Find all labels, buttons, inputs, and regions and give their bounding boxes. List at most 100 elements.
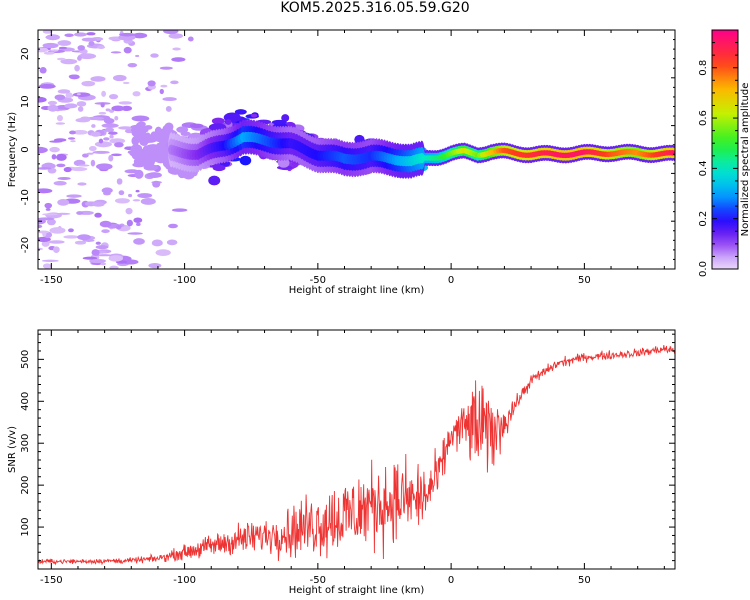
noise-cell — [110, 51, 122, 54]
plot-frame — [37, 29, 676, 270]
noise-cell — [38, 146, 48, 154]
noise-cell — [76, 93, 81, 96]
noise-cell — [133, 127, 149, 134]
noise-cell — [42, 263, 52, 269]
noise-cell — [132, 199, 141, 202]
noise-cell — [125, 207, 133, 215]
noise-cell — [118, 126, 133, 130]
noise-cell — [155, 249, 171, 256]
colorbar — [712, 30, 738, 269]
noise-cell — [101, 229, 110, 234]
x-tick-label: 0 — [448, 575, 454, 586]
noise-cell — [55, 212, 71, 215]
noise-cell — [86, 32, 96, 36]
noise-cell — [97, 45, 106, 49]
noise-cell — [77, 182, 87, 186]
noise-cell — [60, 58, 78, 65]
noise-cell — [189, 123, 204, 129]
noise-cell — [127, 62, 138, 68]
noise-cell — [150, 154, 161, 159]
noise-cell — [91, 124, 96, 128]
noise-cell — [143, 160, 154, 169]
noise-cell — [94, 212, 102, 218]
noise-cell — [234, 109, 247, 115]
noise-cell — [38, 167, 52, 170]
noise-cell — [53, 246, 60, 254]
noise-cell — [76, 101, 87, 107]
x-tick-label: -100 — [173, 275, 196, 286]
noise-cell — [103, 118, 115, 124]
noise-cell — [158, 129, 171, 138]
x-axis-label: Height of straight line (km) — [289, 585, 425, 596]
noise-cell — [133, 238, 145, 245]
noise-cell — [114, 142, 124, 148]
noise-cell — [127, 232, 143, 235]
noise-cell — [95, 241, 101, 245]
noise-cell — [66, 194, 82, 198]
noise-cell — [250, 113, 258, 118]
noise-cell — [159, 66, 173, 70]
noise-cell — [108, 93, 119, 100]
noise-cell — [239, 155, 252, 166]
noise-cell — [74, 240, 87, 245]
noise-cell — [137, 123, 146, 129]
noise-cell — [88, 41, 95, 46]
noise-cell — [211, 117, 225, 125]
noise-cell — [271, 119, 287, 125]
noise-cell — [77, 45, 86, 51]
noise-cell — [104, 127, 115, 132]
noise-cell — [118, 190, 125, 196]
noise-cell — [105, 108, 111, 112]
noise-cell — [92, 150, 110, 154]
noise-cell — [55, 122, 66, 125]
noise-cell — [135, 54, 140, 57]
y-tick-label: 500 — [20, 350, 31, 369]
colorbar-tick-label: 0.4 — [698, 160, 709, 176]
noise-cell — [49, 146, 60, 153]
noise-cell — [73, 92, 91, 97]
colorbar-label: Normalized spectral amplitude — [740, 83, 750, 237]
noise-cell — [111, 153, 122, 157]
noise-cell — [42, 231, 47, 237]
noise-cell — [123, 46, 132, 54]
noise-cell — [134, 169, 144, 179]
noise-cell — [225, 119, 232, 125]
noise-cell — [38, 224, 43, 229]
noise-cell — [76, 211, 84, 215]
noise-cell — [90, 131, 101, 137]
noise-cell — [38, 217, 55, 221]
noise-cell — [129, 148, 143, 158]
y-tick-label: -10 — [20, 189, 31, 205]
noise-cell — [49, 140, 63, 143]
spectrogram-cells — [38, 30, 675, 269]
noise-cell — [163, 30, 179, 35]
noise-cell — [48, 240, 65, 244]
noise-cell — [160, 84, 168, 88]
noise-cell — [77, 164, 90, 167]
noise-cell — [81, 80, 96, 87]
noise-cell — [88, 146, 97, 152]
colorbar-tick-label: 0.8 — [698, 60, 709, 76]
y-tick-label: 300 — [20, 434, 31, 453]
noise-cell — [136, 222, 141, 227]
noise-cell — [47, 104, 59, 112]
noise-cell — [147, 80, 156, 87]
noise-cell — [49, 227, 66, 234]
noise-cell — [57, 176, 71, 180]
x-tick-label: -50 — [310, 275, 326, 286]
noise-cell — [135, 189, 140, 193]
x-tick-label: 0 — [448, 275, 454, 286]
noise-cell — [57, 40, 72, 46]
noise-cell — [91, 249, 100, 256]
noise-cell — [121, 105, 133, 112]
noise-cell — [128, 193, 133, 198]
noise-cell — [101, 123, 119, 128]
noise-cell — [91, 202, 105, 207]
noise-cell — [171, 57, 186, 62]
noise-cell — [166, 239, 178, 246]
noise-cell — [57, 198, 70, 206]
noise-cell — [47, 100, 58, 106]
noise-cell — [72, 129, 88, 135]
noise-cell — [68, 228, 74, 233]
